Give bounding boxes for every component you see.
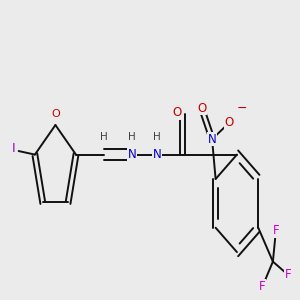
Text: −: − xyxy=(237,102,247,115)
Text: N: N xyxy=(152,148,161,161)
Text: H: H xyxy=(100,132,108,142)
Text: O: O xyxy=(172,106,182,119)
Text: F: F xyxy=(259,280,266,293)
Text: H: H xyxy=(153,132,161,142)
Text: F: F xyxy=(285,268,291,281)
Text: N: N xyxy=(208,133,216,146)
Text: O: O xyxy=(197,102,206,115)
Text: F: F xyxy=(273,224,279,237)
Text: O: O xyxy=(51,109,60,119)
Text: I: I xyxy=(11,142,15,155)
Text: O: O xyxy=(225,116,234,129)
Text: N: N xyxy=(128,148,136,161)
Text: H: H xyxy=(128,132,136,142)
